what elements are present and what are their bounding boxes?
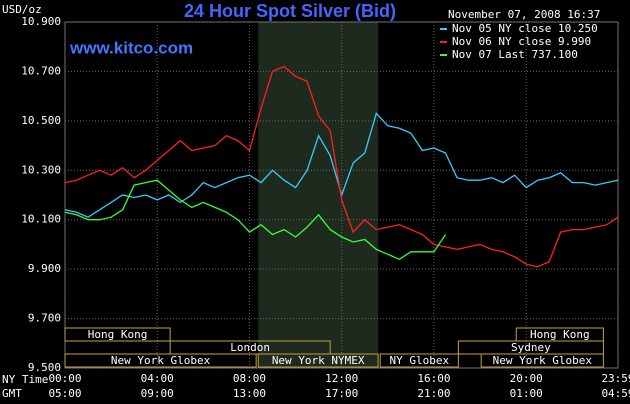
x-tick-label: 12:00 xyxy=(325,372,358,385)
y-tick-label: 9.700 xyxy=(28,312,61,325)
y-tick-label: 10.900 xyxy=(21,15,61,28)
x-tick-label: 16:00 xyxy=(417,372,450,385)
session-box xyxy=(64,327,171,342)
y-tick-label: 10.300 xyxy=(21,163,61,176)
session-box xyxy=(480,353,604,368)
x2-tick-label: 17:00 xyxy=(325,387,358,400)
chart-subtitle: www.kitco.com xyxy=(69,38,193,57)
y-tick-label: 9.900 xyxy=(28,262,61,275)
x-axis-label: NY Time xyxy=(2,373,48,386)
session-label: New York NYMEX xyxy=(272,354,365,367)
session-label: Sydney xyxy=(511,341,551,354)
legend-label: Nov 06 NY close 9.990 xyxy=(452,35,591,48)
series-line xyxy=(64,112,619,218)
y-axis-label: USD/oz xyxy=(2,3,42,16)
x2-tick-label: 01:00 xyxy=(510,387,543,400)
x-tick-label: 04:00 xyxy=(141,372,174,385)
timestamp: November 07, 2008 16:37 xyxy=(448,8,600,21)
session-label: New York Globex xyxy=(493,354,593,367)
x2-tick-label: 04:59 xyxy=(601,387,630,400)
y-tick-label: 9.500 xyxy=(28,361,61,374)
x2-tick-label: 13:00 xyxy=(233,387,266,400)
session-label: New York Globex xyxy=(111,354,211,367)
session-shade xyxy=(258,22,379,368)
y-tick-label: 10.100 xyxy=(21,213,61,226)
series-line xyxy=(64,65,619,268)
session-box xyxy=(379,353,459,368)
legend-label: Nov 07 Last 737.100 xyxy=(452,48,578,61)
x-tick-label: 00:00 xyxy=(48,372,81,385)
y-tick-label: 10.700 xyxy=(21,64,61,77)
x-tick-label: 08:00 xyxy=(233,372,266,385)
x-tick-label: 23:59 xyxy=(601,372,630,385)
legend-label: Nov 05 NY close 10.250 xyxy=(452,22,598,35)
x2-tick-label: 09:00 xyxy=(141,387,174,400)
session-label: Hong Kong xyxy=(88,328,148,341)
x2-tick-label: 05:00 xyxy=(48,387,81,400)
x2-axis-label: GMT xyxy=(2,387,22,400)
series-line xyxy=(64,179,447,261)
y-tick-label: 10.500 xyxy=(21,114,61,127)
session-label: London xyxy=(230,341,270,354)
chart-title: 24 Hour Spot Silver (Bid) xyxy=(184,1,396,21)
session-label: NY Globex xyxy=(389,354,449,367)
shade-layer xyxy=(258,22,379,368)
session-label: Hong Kong xyxy=(530,328,590,341)
session-box xyxy=(64,353,257,368)
x2-tick-label: 21:00 xyxy=(417,387,450,400)
x-tick-label: 20:00 xyxy=(510,372,543,385)
session-box xyxy=(257,353,379,368)
